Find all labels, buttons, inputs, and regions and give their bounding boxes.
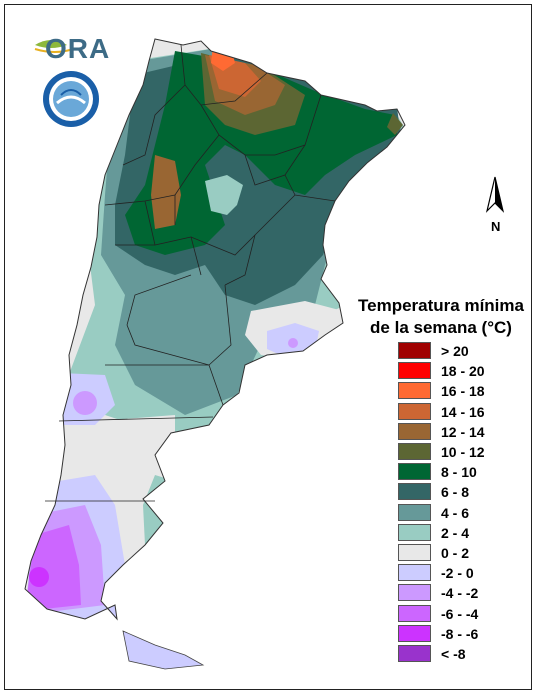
legend-item: 0 - 2 [398,543,538,563]
legend-swatch [398,604,431,622]
legend-item: 12 - 14 [398,422,538,442]
zone-2-4-center [205,175,243,215]
legend-item: 16 - 18 [398,381,538,401]
legend-item: 18 - 20 [398,361,538,381]
legend-title: Temperatura mínima de la semana (°C) [349,295,533,339]
legend-label: 18 - 20 [441,363,485,380]
legend-swatch [398,362,431,380]
legend-item: 6 - 8 [398,482,538,502]
legend-label: -6 - -4 [441,605,479,622]
north-label: N [491,219,501,234]
legend-label: -8 - -6 [441,625,479,642]
zone-10-12-ne [387,113,403,135]
legend-swatch [398,503,431,521]
legend-item: -4 - -2 [398,583,538,603]
legend-label: 12 - 14 [441,423,485,440]
legend-swatch [398,523,431,541]
legend-swatch [398,463,431,481]
zone-m4-m2-north-pat [73,391,97,415]
map-frame: ORA N Temperatura mínima de la semana (°… [4,4,532,690]
legend-label: 4 - 6 [441,504,470,521]
legend-item: 4 - 6 [398,503,538,523]
legend-swatch [398,342,431,359]
legend-item: -2 - 0 [398,563,538,583]
legend-label: 8 - 10 [441,464,477,481]
north-arrow-icon [485,176,505,213]
argentina-outline [24,38,406,621]
tierra-del-fuego [122,630,205,670]
legend-item: -8 - -6 [398,624,538,644]
legend-label: 14 - 16 [441,403,485,420]
legend-label: 10 - 12 [441,444,485,460]
legend-label: < -8 [441,646,466,662]
legend-label: 6 - 8 [441,484,470,501]
legend-item: 2 - 4 [398,523,538,543]
legend-item: 8 - 10 [398,462,538,482]
zone-m8-m6-south [29,567,49,587]
legend-swatch [398,584,431,602]
legend-swatch [398,443,431,460]
legend-swatch [398,483,431,501]
legend-label: -4 - -2 [441,585,479,602]
legend-label: 0 - 2 [441,545,470,561]
zone-m4-m2-coast [288,338,298,348]
legend-title-line1: Temperatura mínima [358,296,524,315]
ora-logo [34,40,74,53]
smn-seal [43,71,99,127]
legend-item: 14 - 16 [398,402,538,422]
province-boundaries [45,44,336,502]
legend-label: -2 - 0 [441,565,474,582]
legend-title-line2: de la semana (°C) [370,318,512,337]
legend-swatch [398,382,431,400]
legend-label: 2 - 4 [441,524,470,541]
legend-swatch [398,624,431,642]
zone-8-10 [125,51,397,255]
ora-logo-text: ORA [45,33,111,64]
legend-item: < -8 [398,644,538,664]
legend-item: 10 - 12 [398,442,538,462]
legend-label: 16 - 18 [441,383,485,400]
legend-label: > 20 [441,343,469,359]
legend-swatch [398,645,431,662]
legend-swatch [398,402,431,420]
temperature-map [24,38,505,670]
legend-item: > 20 [398,341,538,361]
zone-m6-m4-south [25,525,81,611]
legend-swatch [398,564,431,582]
legend-item: -6 - -4 [398,604,538,624]
zone-12-14-west [151,155,181,229]
temperature-zones [25,45,405,619]
legend-swatch [398,422,431,440]
legend-swatch [398,544,431,561]
